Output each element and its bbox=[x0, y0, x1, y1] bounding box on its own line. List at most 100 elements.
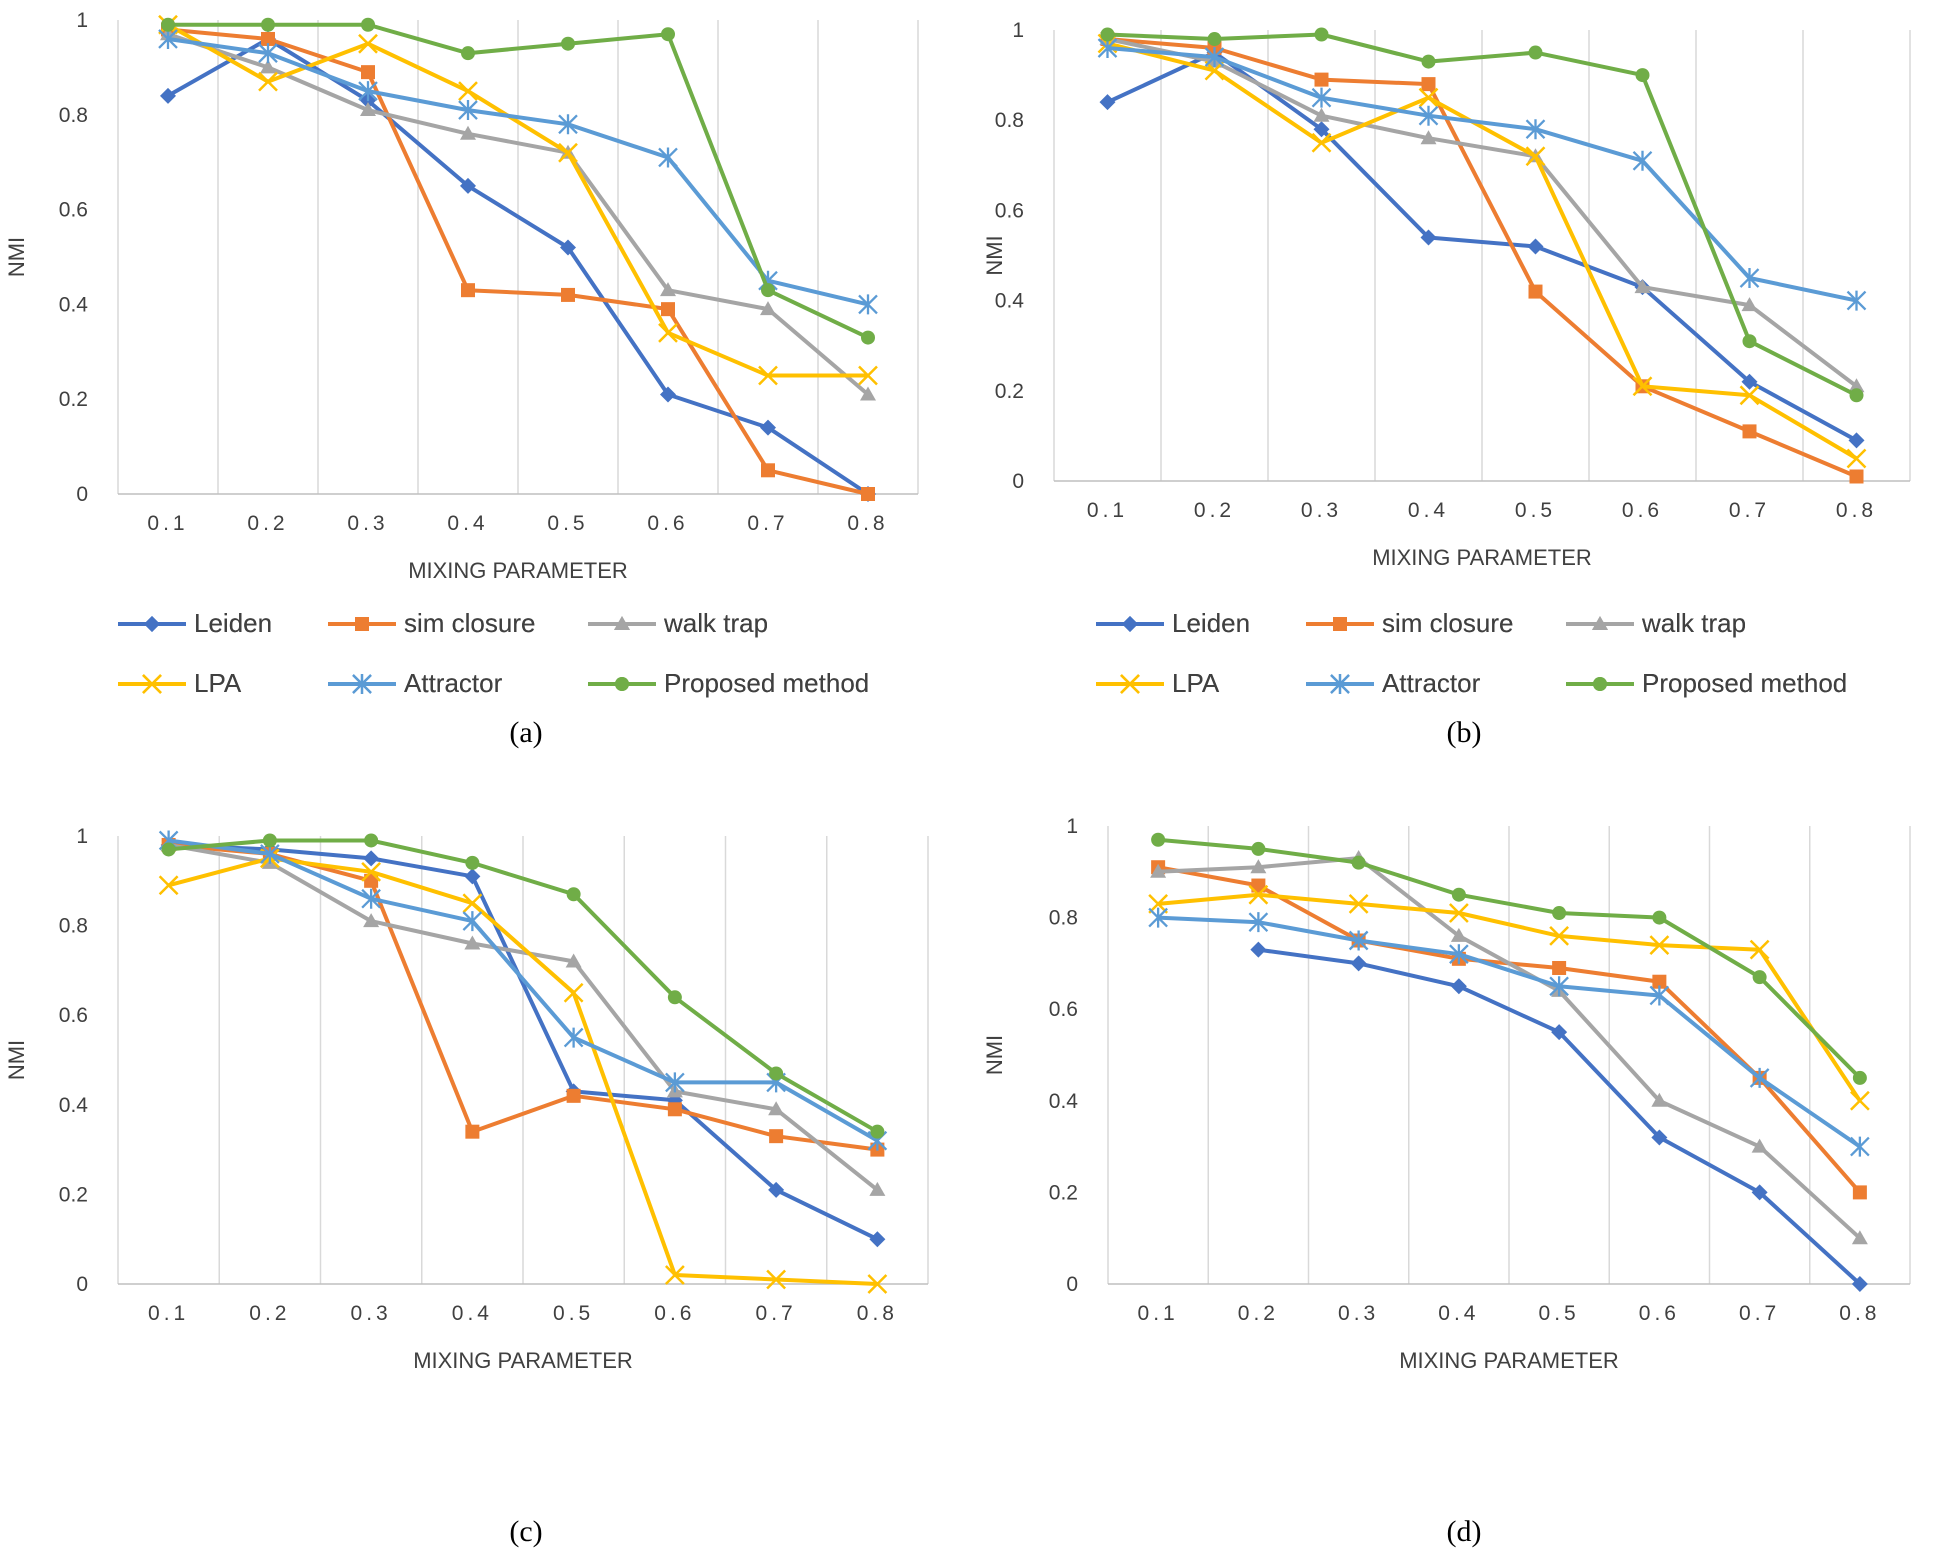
data-point-walk-trap bbox=[1751, 1138, 1768, 1153]
y-axis-title: NMI bbox=[4, 237, 29, 277]
series-attractor bbox=[158, 830, 888, 1151]
data-point-lpa bbox=[664, 1265, 685, 1285]
x-tick-label: 0.5 bbox=[547, 512, 588, 535]
series-line-proposed-method bbox=[1107, 32, 1858, 398]
data-point-proposed-method bbox=[161, 842, 176, 857]
data-point-lpa bbox=[358, 33, 378, 54]
y-tick-label: 0.6 bbox=[59, 1004, 88, 1027]
y-tick-label: 0.8 bbox=[995, 109, 1024, 132]
series-leiden bbox=[1250, 941, 1868, 1292]
series-line-sim-closure bbox=[168, 843, 878, 1152]
series-line-walk-trap bbox=[168, 843, 879, 1192]
x-tick-label: 0.1 bbox=[147, 512, 188, 535]
legend-label: LPA bbox=[194, 668, 242, 698]
data-point-attractor bbox=[1248, 912, 1269, 933]
legend-marker bbox=[1333, 617, 1347, 631]
y-tick-label: 0.2 bbox=[995, 380, 1024, 403]
legend-label: sim closure bbox=[1382, 608, 1513, 638]
data-point-sim-closure bbox=[364, 873, 379, 888]
data-point-attractor bbox=[665, 1072, 685, 1093]
data-point-attractor bbox=[1749, 1067, 1770, 1088]
data-point-attractor bbox=[1549, 976, 1569, 997]
legend-marker bbox=[355, 617, 369, 631]
data-point-proposed-method bbox=[861, 330, 875, 345]
legend-label: Attractor bbox=[1382, 668, 1481, 698]
data-point-walk-trap bbox=[565, 953, 582, 968]
data-point-walk-trap bbox=[1848, 378, 1865, 393]
legend-marker bbox=[144, 616, 160, 632]
legend-label: Proposed method bbox=[1642, 668, 1847, 698]
data-point-proposed-method bbox=[1852, 1070, 1867, 1085]
data-point-leiden bbox=[1551, 1024, 1568, 1041]
legend-label: sim closure bbox=[404, 608, 535, 638]
data-point-walk-trap bbox=[869, 1181, 886, 1196]
data-point-walk-trap bbox=[1741, 297, 1758, 312]
y-tick-label: 0 bbox=[1066, 1273, 1078, 1296]
figure-caption: (c) bbox=[509, 1515, 542, 1548]
data-point-walk-trap bbox=[464, 935, 481, 950]
legend-item-walk-trap: walk trap bbox=[1566, 608, 1746, 638]
data-point-proposed-method bbox=[1652, 910, 1667, 925]
data-point-sim-closure bbox=[461, 283, 475, 298]
data-point-attractor bbox=[1204, 47, 1225, 68]
series-line-lpa bbox=[167, 22, 868, 378]
x-tick-label: 0.4 bbox=[452, 1302, 493, 1325]
y-axis-title: NMI bbox=[4, 1040, 29, 1080]
data-point-attractor bbox=[1418, 105, 1439, 126]
x-tick-label: 0.2 bbox=[249, 1302, 290, 1325]
data-point-proposed-method bbox=[1314, 27, 1329, 42]
series-line-attractor bbox=[1158, 915, 1862, 1149]
x-tick-label: 0.7 bbox=[1729, 499, 1770, 522]
data-point-sim-closure bbox=[1552, 960, 1567, 975]
data-point-proposed-method bbox=[465, 855, 480, 870]
legend-item-walk-trap: walk trap bbox=[588, 608, 768, 638]
legend-label: Proposed method bbox=[664, 668, 869, 698]
x-tick-label: 0.8 bbox=[1836, 499, 1877, 522]
series-line-leiden bbox=[168, 843, 879, 1241]
legend-label: Leiden bbox=[194, 608, 272, 638]
data-point-leiden bbox=[1099, 94, 1116, 111]
data-point-leiden bbox=[1851, 1276, 1868, 1292]
legend-marker bbox=[1122, 616, 1138, 632]
data-point-lpa bbox=[563, 982, 584, 1003]
series-line-sim-closure bbox=[167, 27, 869, 496]
legend-item-leiden: Leiden bbox=[118, 608, 272, 638]
data-point-sim-closure bbox=[361, 65, 375, 80]
y-axis-title: NMI bbox=[982, 235, 1007, 275]
data-point-proposed-method bbox=[661, 27, 675, 42]
series-attractor bbox=[1148, 907, 1870, 1157]
y-tick-label: 0.4 bbox=[59, 293, 89, 316]
data-point-attractor bbox=[1449, 944, 1469, 965]
x-tick-label: 0.4 bbox=[1408, 499, 1449, 522]
data-point-proposed-method bbox=[1849, 388, 1864, 403]
data-point-walk-trap bbox=[360, 102, 376, 117]
legend-item-proposed-method: Proposed method bbox=[588, 668, 869, 698]
legend: Leiden sim closure walk trap LPA Attractor Pr… bbox=[1096, 608, 1847, 698]
x-tick-label: 0.8 bbox=[847, 512, 888, 535]
data-point-lpa bbox=[1549, 926, 1570, 946]
x-tick-label: 0.6 bbox=[654, 1302, 695, 1325]
data-point-sim-closure bbox=[1251, 878, 1266, 893]
data-point-attractor bbox=[361, 888, 381, 909]
legend-marker bbox=[615, 677, 629, 691]
series-proposed-method bbox=[161, 17, 875, 345]
x-tick-label: 0.1 bbox=[1087, 499, 1128, 522]
y-tick-label: 1 bbox=[1066, 815, 1078, 838]
data-point-leiden bbox=[1350, 955, 1367, 972]
legend-label: Proposed method bbox=[1642, 668, 1847, 698]
x-tick-label: 0.3 bbox=[1301, 499, 1342, 522]
x-tick-label: 0.2 bbox=[1238, 1302, 1279, 1325]
data-point-proposed-method bbox=[161, 17, 175, 32]
data-point-leiden bbox=[160, 87, 176, 104]
x-tick-label: 0.6 bbox=[1622, 499, 1663, 522]
y-tick-label: 0.8 bbox=[59, 915, 88, 938]
data-point-leiden bbox=[1751, 1184, 1768, 1201]
x-axis-title: MIXING PARAMETER bbox=[413, 1348, 633, 1373]
data-point-proposed-method bbox=[1552, 906, 1567, 921]
data-point-lpa bbox=[558, 142, 578, 163]
x-tick-label: 0.3 bbox=[1338, 1302, 1379, 1325]
data-point-lpa bbox=[1525, 146, 1546, 167]
x-tick-label: 0.5 bbox=[1515, 499, 1556, 522]
data-point-leiden bbox=[1313, 121, 1330, 138]
